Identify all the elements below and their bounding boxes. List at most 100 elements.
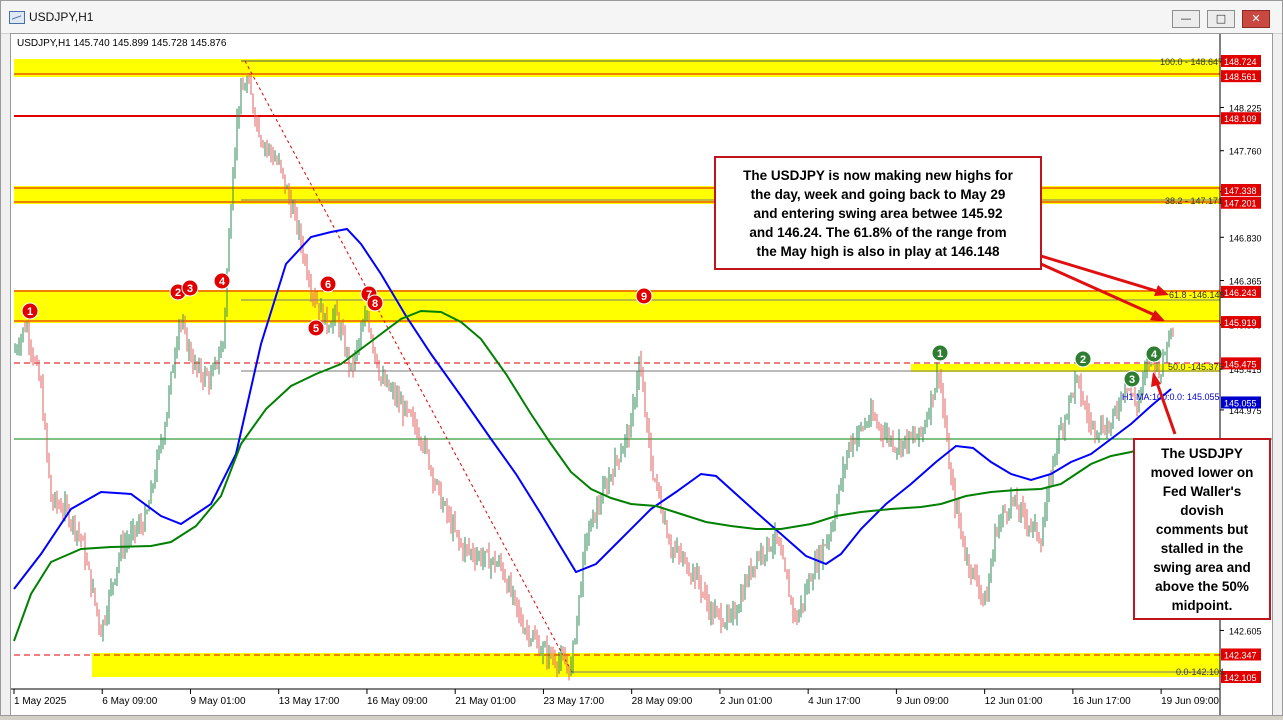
price-tag [1221,196,1261,209]
arrow-to-high [1040,262,1160,319]
y-tick-label: 146.830 [1229,233,1262,243]
red-wave-marker [181,279,199,297]
price-tag [1221,55,1261,67]
green-wave-marker-label: 4 [1151,349,1158,361]
green-wave-marker [1123,370,1141,388]
annotation-right-line-8: above the 50% [1155,579,1249,594]
x-tick-label: 21 May 01:00 [455,696,516,707]
candles [14,73,1174,681]
price-tag-label: 148.109 [1224,114,1257,124]
green-wave-marker-label: 1 [937,348,943,360]
red-wave-marker [213,272,231,290]
fib618-label: 61.8 -146.148 [1169,290,1225,300]
x-tick-label: 6 May 09:00 [102,696,157,707]
annotation-box-right: The USDJPY moved lower on Fed Waller's d… [1133,438,1271,620]
price-tag-label: 142.347 [1224,650,1257,660]
close-icon: ✕ [1251,12,1261,25]
price-tag [1221,183,1261,196]
minimize-button[interactable]: — [1172,10,1200,28]
fib0-label: 0.0-142.104 [1176,667,1224,677]
annotation-top-line-3: and entering swing area betwee 145.92 [753,206,1003,221]
price-tag [1221,112,1261,125]
green-wave-marker-label: 3 [1129,374,1135,386]
arrow-to-61-8 [1040,254,1164,295]
fib382-label: 38.2 - 147.171 [1165,196,1223,206]
red-wave-marker [21,302,39,320]
annotation-top-line-1: The USDJPY is now making new highs for [743,168,1013,183]
zone-top [14,59,1220,77]
fib-diagonal [244,60,574,675]
symbol-info: USDJPY,H1 145.740 145.899 145.728 145.87… [17,38,227,49]
red-wave-marker-label: 3 [187,283,193,295]
price-tag [1221,396,1261,409]
x-tick-label: 9 May 01:00 [190,696,245,707]
ma-label: H1 MA:100:0.0: 145.055 [1122,392,1220,402]
x-tick-label: 28 May 09:00 [632,696,693,707]
green-wave-marker [931,344,949,362]
x-tick-label: 13 May 17:00 [279,696,340,707]
annotation-right-line-5: comments but [1155,522,1249,537]
green-wave-marker [1074,350,1092,368]
zone-50 [911,364,1220,372]
red-wave-marker-label: 4 [219,276,226,288]
red-wave-marker [635,287,653,305]
annotation-right-line-7: swing area and [1153,560,1251,575]
maximize-icon: □ [1215,12,1227,25]
arrow-head-1 [1154,285,1169,296]
price-tag [1221,70,1261,83]
y-tick-label: 146.365 [1229,277,1262,287]
red-wave-marker-label: 9 [641,291,647,303]
annotation-right-line-6: stalled in the [1160,541,1244,556]
price-tag [1221,357,1261,370]
annotation-box-top: The USDJPY is now making new highs for t… [714,156,1042,270]
red-wave-marker [366,294,384,312]
price-tag-label: 145.475 [1224,359,1257,369]
red-wave-marker-label: 7 [366,289,372,301]
title-bar: USDJPY,H1 — □ ✕ [1,1,1282,34]
annotation-right-line-4: dovish [1180,503,1224,518]
price-tag-label: 145.055 [1224,398,1257,408]
price-tag-label: 145.919 [1224,318,1257,328]
annotation-right-line-2: moved lower on [1150,465,1254,480]
x-tick-label: 9 Jun 09:00 [896,696,949,707]
x-tick-label: 19 Jun 09:00 [1161,696,1219,707]
arrow-head-2 [1150,310,1165,321]
minimize-icon: — [1180,12,1192,25]
red-wave-marker [319,275,337,293]
red-wave-marker-label: 6 [325,279,331,291]
annotation-arrows [1040,254,1177,435]
green-wave-marker-label: 2 [1080,354,1086,366]
x-tick-label: 16 Jun 17:00 [1073,696,1131,707]
x-tick-label: 2 Jun 01:00 [720,696,773,707]
price-tags: 148.724 148.561 148.109 147.338 147.201 146.2… [1221,55,1261,683]
y-tick-label: 142.605 [1229,626,1262,636]
zone-low [92,653,1220,677]
red-wave-marker-label: 1 [27,306,33,318]
x-tick-label: 4 Jun 17:00 [808,696,861,707]
price-tag-label: 147.201 [1224,199,1257,209]
price-tag [1221,285,1261,298]
maximize-button[interactable]: □ [1207,10,1235,28]
price-tag-label: 142.105 [1224,673,1257,683]
annotation-right-line-1: The USDJPY [1161,446,1243,461]
x-tick-label: 1 May 2025 [14,696,67,707]
close-button[interactable]: ✕ [1242,10,1270,28]
price-tag-label: 147.338 [1224,186,1257,196]
annotation-top-line-5: the May high is also in play at 146.148 [756,244,1000,259]
annotation-top-line-2: the day, week and going back to May 29 [750,187,1006,202]
fib100-label: 100.0 - 148.647 [1160,57,1223,67]
price-tag [1221,671,1261,683]
ma-green-line [13,309,1172,642]
arrow-head-3 [1151,372,1161,387]
y-tick-label: 145.415 [1229,365,1262,375]
fib50-label: 50.0 -145.375 [1168,362,1224,372]
price-chart[interactable]: 142.605143.045143.485143.925144.535144.9… [11,34,1272,715]
x-tick-label: 23 May 17:00 [543,696,604,707]
chart-window-icon [9,11,25,24]
chart-area[interactable]: 142.605143.045143.485143.925144.535144.9… [10,33,1273,716]
y-tick-label: 147.760 [1229,147,1262,157]
annotation-top-line-4: and 146.24. The 61.8% of the range from [749,225,1007,240]
y-tick-label: 148.225 [1229,103,1262,113]
